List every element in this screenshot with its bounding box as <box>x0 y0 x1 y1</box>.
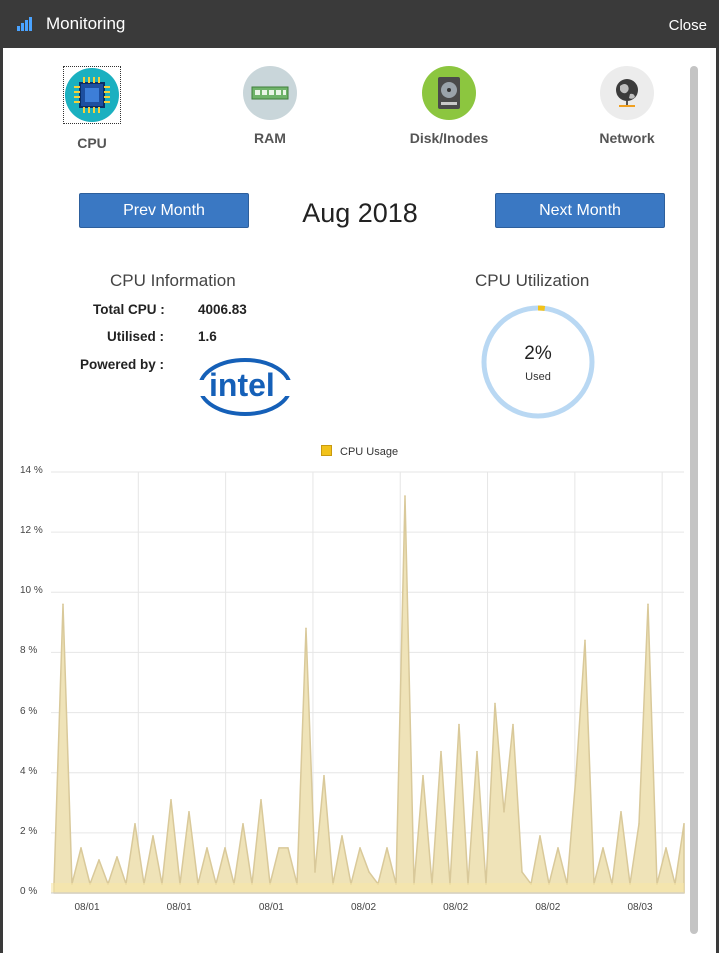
cpu-usage-point <box>242 823 244 825</box>
cpu-usage-point <box>620 811 622 813</box>
svg-text:intel: intel <box>209 367 275 403</box>
tab-cpu-focus <box>63 66 121 124</box>
cpu-usage-point <box>323 774 325 777</box>
x-tick-label: 08/01 <box>166 902 192 913</box>
y-tick-label: 10 % <box>20 585 43 597</box>
cpu-usage-point <box>404 495 406 497</box>
legend-label: CPU Usage <box>340 446 399 458</box>
y-tick-label: 4 % <box>20 765 38 777</box>
cpu-usage-point <box>512 723 514 726</box>
cpu-usage-point <box>665 847 667 849</box>
y-tick-label: 14 % <box>20 465 43 476</box>
cpu-usage-point <box>440 750 442 753</box>
cpu-usage-point <box>602 847 604 849</box>
cpu-icon <box>65 68 119 122</box>
cpu-usage-area <box>53 495 685 894</box>
signal-bars-icon <box>16 16 34 32</box>
cpu-usage-point <box>206 847 208 849</box>
total-cpu-label: Total CPU : <box>93 302 165 317</box>
x-tick-label: 08/02 <box>535 902 561 913</box>
cpu-usage-point <box>647 603 649 606</box>
cpu-usage-point <box>152 835 154 837</box>
cpu-usage-point <box>494 702 496 705</box>
close-button[interactable]: Close <box>668 17 707 34</box>
cpu-usage-point <box>341 835 343 837</box>
cpu-usage-point <box>584 639 586 642</box>
tab-network[interactable]: Network <box>572 66 682 146</box>
tab-cpu-label: CPU <box>77 135 107 151</box>
disk-icon <box>422 66 476 120</box>
cpu-usage-point <box>170 798 172 801</box>
cpu-usage-point <box>305 627 307 630</box>
powered-by-label: Powered by : <box>80 357 165 372</box>
cpu-usage-point <box>287 847 289 849</box>
tab-ram-label: RAM <box>254 130 286 146</box>
cpu-usage-point <box>224 847 226 849</box>
utilization-readout: 2% Used <box>482 343 594 383</box>
utilised-label: Utilised : <box>107 329 165 344</box>
cpu-usage-point <box>521 871 523 873</box>
x-tick-label: 08/02 <box>443 902 469 913</box>
ram-icon <box>243 66 297 120</box>
cpu-usage-point <box>134 823 136 825</box>
tab-ram[interactable]: RAM <box>215 66 325 146</box>
y-tick-label: 12 % <box>20 525 43 537</box>
window-frame-left <box>0 48 3 953</box>
cpu-usage-point <box>188 811 190 813</box>
x-tick-label: 08/01 <box>258 902 284 913</box>
cpu-usage-point <box>386 847 388 849</box>
cpu-info-title: CPU Information <box>110 271 236 290</box>
x-tick-label: 08/01 <box>74 902 100 913</box>
window-title: Monitoring <box>46 14 126 33</box>
prev-month-button[interactable]: Prev Month <box>79 193 249 228</box>
legend-swatch <box>321 445 332 456</box>
cpu-usage-point <box>98 859 100 861</box>
cpu-utilization-title: CPU Utilization <box>475 271 590 290</box>
window-frame-right <box>716 48 719 953</box>
cpu-usage-point <box>62 603 64 606</box>
cpu-usage-point <box>683 823 685 825</box>
y-tick-label: 6 % <box>20 705 38 717</box>
cpu-usage-point <box>503 811 505 813</box>
y-tick-label: 8 % <box>20 645 38 657</box>
chart-legend[interactable]: CPU Usage <box>321 445 398 458</box>
cpu-usage-point <box>458 723 460 726</box>
utilised-value: 1.6 <box>198 329 217 344</box>
tab-cpu[interactable]: CPU <box>37 66 147 151</box>
intel-logo: intel <box>197 355 293 417</box>
total-cpu-value: 4006.83 <box>198 302 247 317</box>
cpu-usage-point <box>278 847 280 849</box>
utilization-used-label: Used <box>525 371 551 383</box>
cpu-usage-point <box>368 871 370 873</box>
cpu-usage-point <box>80 847 82 849</box>
tab-disk-label: Disk/Inodes <box>409 130 489 146</box>
tab-network-label: Network <box>599 130 655 146</box>
next-month-button[interactable]: Next Month <box>495 193 665 228</box>
utilization-percent: 2% <box>524 343 552 364</box>
cpu-usage-point <box>539 835 541 837</box>
cpu-usage-point <box>260 798 262 801</box>
cpu-usage-point <box>476 750 478 753</box>
current-month: Aug 2018 <box>302 198 418 228</box>
tab-disk[interactable]: Disk/Inodes <box>394 66 504 146</box>
cpu-usage-point <box>314 871 316 873</box>
cpu-usage-point <box>575 774 577 777</box>
vertical-scrollbar[interactable] <box>690 66 698 934</box>
baseline-band <box>51 883 684 893</box>
cpu-usage-point <box>116 856 118 858</box>
y-tick-label: 0 % <box>20 886 38 897</box>
x-tick-label: 08/03 <box>627 902 653 913</box>
x-tick-label: 08/02 <box>350 902 377 913</box>
title-bar: Monitoring Close <box>0 0 719 48</box>
network-icon <box>600 66 654 120</box>
cpu-usage-point <box>422 774 424 777</box>
y-tick-label: 2 % <box>20 825 38 837</box>
cpu-usage-point <box>557 847 559 849</box>
cpu-usage-point <box>359 847 361 849</box>
cpu-usage-point <box>638 823 640 825</box>
